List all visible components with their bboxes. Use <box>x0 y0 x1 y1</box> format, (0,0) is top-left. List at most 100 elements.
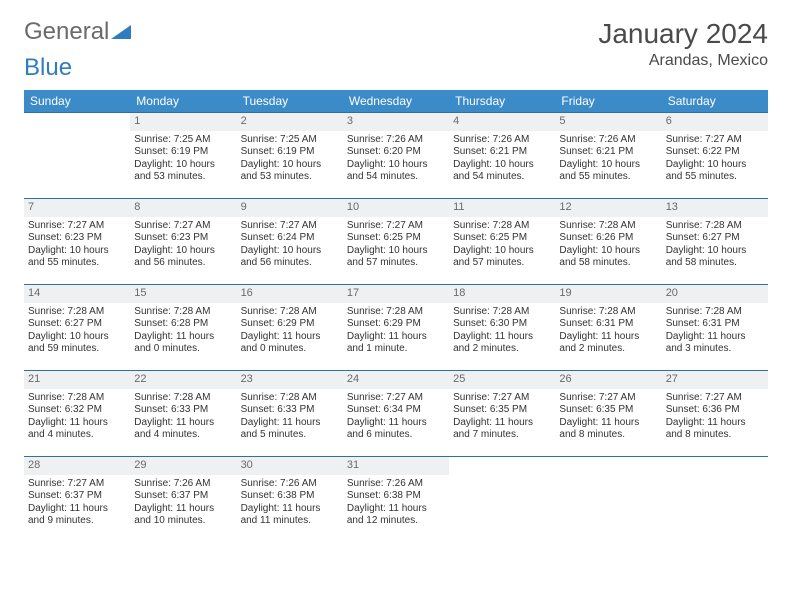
day-info-line: Daylight: 11 hours <box>559 417 657 430</box>
day-cell: 1Sunrise: 7:25 AMSunset: 6:19 PMDaylight… <box>130 113 236 199</box>
day-number: 9 <box>237 199 343 217</box>
day-info-line: and 55 minutes. <box>666 171 764 184</box>
day-header: Tuesday <box>237 90 343 113</box>
day-cell: 26Sunrise: 7:27 AMSunset: 6:35 PMDayligh… <box>555 371 661 457</box>
day-info-line: and 55 minutes. <box>28 257 126 270</box>
day-info-line: Sunrise: 7:26 AM <box>347 134 445 147</box>
day-info-line: and 0 minutes. <box>134 343 232 356</box>
day-info-line: Sunrise: 7:26 AM <box>241 478 339 491</box>
day-number: 26 <box>555 371 661 389</box>
day-info-line: Sunrise: 7:28 AM <box>134 306 232 319</box>
day-cell: 28Sunrise: 7:27 AMSunset: 6:37 PMDayligh… <box>24 457 130 543</box>
day-info-line: Sunset: 6:27 PM <box>666 232 764 245</box>
day-cell: 4Sunrise: 7:26 AMSunset: 6:21 PMDaylight… <box>449 113 555 199</box>
day-info-line: and 54 minutes. <box>453 171 551 184</box>
day-info-line: Sunrise: 7:26 AM <box>559 134 657 147</box>
day-info-line: and 55 minutes. <box>559 171 657 184</box>
day-cell: 15Sunrise: 7:28 AMSunset: 6:28 PMDayligh… <box>130 285 236 371</box>
day-number: 23 <box>237 371 343 389</box>
day-info-line: Sunset: 6:27 PM <box>28 318 126 331</box>
day-info-line: Sunrise: 7:27 AM <box>453 392 551 405</box>
day-number: 22 <box>130 371 236 389</box>
week-row: 28Sunrise: 7:27 AMSunset: 6:37 PMDayligh… <box>24 457 768 543</box>
day-info-line: and 54 minutes. <box>347 171 445 184</box>
day-info-line: and 58 minutes. <box>559 257 657 270</box>
day-number: 1 <box>130 113 236 131</box>
day-number: 31 <box>343 457 449 475</box>
day-info-line: Daylight: 10 hours <box>666 159 764 172</box>
day-info-line: Sunrise: 7:27 AM <box>666 134 764 147</box>
day-info-line: Sunrise: 7:28 AM <box>453 220 551 233</box>
day-info-line: Sunrise: 7:28 AM <box>453 306 551 319</box>
day-info-line: Daylight: 11 hours <box>241 417 339 430</box>
day-info-line: Sunrise: 7:25 AM <box>241 134 339 147</box>
location-label: Arandas, Mexico <box>598 52 768 70</box>
triangle-icon <box>111 18 131 46</box>
day-info-line: and 57 minutes. <box>453 257 551 270</box>
day-info-line: Sunset: 6:24 PM <box>241 232 339 245</box>
day-info-line: Sunset: 6:35 PM <box>453 404 551 417</box>
day-info-line: Sunset: 6:31 PM <box>666 318 764 331</box>
day-number: 12 <box>555 199 661 217</box>
day-info-line: Daylight: 11 hours <box>28 417 126 430</box>
day-info-line: and 2 minutes. <box>559 343 657 356</box>
day-number: 6 <box>662 113 768 131</box>
day-info-line: Sunrise: 7:28 AM <box>28 392 126 405</box>
day-info-line: Sunrise: 7:26 AM <box>347 478 445 491</box>
day-info-line: Daylight: 11 hours <box>134 503 232 516</box>
day-info-line: and 56 minutes. <box>134 257 232 270</box>
day-info-line: and 2 minutes. <box>453 343 551 356</box>
day-number: 13 <box>662 199 768 217</box>
day-cell: 31Sunrise: 7:26 AMSunset: 6:38 PMDayligh… <box>343 457 449 543</box>
day-number: 24 <box>343 371 449 389</box>
day-info-line: and 10 minutes. <box>134 515 232 528</box>
day-info-line: Daylight: 10 hours <box>559 245 657 258</box>
day-cell: 18Sunrise: 7:28 AMSunset: 6:30 PMDayligh… <box>449 285 555 371</box>
day-info-line: Daylight: 11 hours <box>666 417 764 430</box>
day-cell: 12Sunrise: 7:28 AMSunset: 6:26 PMDayligh… <box>555 199 661 285</box>
calendar-table: Sunday Monday Tuesday Wednesday Thursday… <box>24 90 768 543</box>
day-info-line: Sunrise: 7:28 AM <box>241 392 339 405</box>
day-info-line: Daylight: 11 hours <box>134 417 232 430</box>
day-info-line: Daylight: 11 hours <box>453 417 551 430</box>
day-info-line: Daylight: 10 hours <box>28 245 126 258</box>
day-info-line: Sunset: 6:30 PM <box>453 318 551 331</box>
day-cell: . <box>24 113 130 199</box>
day-cell: 6Sunrise: 7:27 AMSunset: 6:22 PMDaylight… <box>662 113 768 199</box>
day-cell: 7Sunrise: 7:27 AMSunset: 6:23 PMDaylight… <box>24 199 130 285</box>
day-cell: 23Sunrise: 7:28 AMSunset: 6:33 PMDayligh… <box>237 371 343 457</box>
day-info-line: Daylight: 11 hours <box>28 503 126 516</box>
day-number: 16 <box>237 285 343 303</box>
day-info-line: Daylight: 11 hours <box>453 331 551 344</box>
day-info-line: Daylight: 10 hours <box>666 245 764 258</box>
day-cell: 22Sunrise: 7:28 AMSunset: 6:33 PMDayligh… <box>130 371 236 457</box>
day-cell: . <box>662 457 768 543</box>
calendar-body: .1Sunrise: 7:25 AMSunset: 6:19 PMDayligh… <box>24 113 768 543</box>
day-number: 28 <box>24 457 130 475</box>
day-info-line: and 6 minutes. <box>347 429 445 442</box>
day-cell: . <box>449 457 555 543</box>
day-info-line: Daylight: 10 hours <box>241 245 339 258</box>
day-info-line: Daylight: 11 hours <box>241 331 339 344</box>
day-number: 8 <box>130 199 236 217</box>
day-info-line: and 59 minutes. <box>28 343 126 356</box>
day-info-line: Sunset: 6:33 PM <box>134 404 232 417</box>
day-cell: 16Sunrise: 7:28 AMSunset: 6:29 PMDayligh… <box>237 285 343 371</box>
day-info-line: Sunset: 6:29 PM <box>347 318 445 331</box>
day-cell: 8Sunrise: 7:27 AMSunset: 6:23 PMDaylight… <box>130 199 236 285</box>
week-row: 21Sunrise: 7:28 AMSunset: 6:32 PMDayligh… <box>24 371 768 457</box>
day-info-line: Sunrise: 7:28 AM <box>559 306 657 319</box>
day-info-line: and 53 minutes. <box>134 171 232 184</box>
day-number: 15 <box>130 285 236 303</box>
day-info-line: Sunset: 6:23 PM <box>28 232 126 245</box>
day-number: 21 <box>24 371 130 389</box>
day-info-line: Sunset: 6:38 PM <box>347 490 445 503</box>
day-info-line: Sunset: 6:21 PM <box>559 146 657 159</box>
day-info-line: Sunrise: 7:27 AM <box>347 220 445 233</box>
day-number: 4 <box>449 113 555 131</box>
day-number: 25 <box>449 371 555 389</box>
day-info-line: Sunset: 6:19 PM <box>134 146 232 159</box>
day-info-line: Sunrise: 7:27 AM <box>559 392 657 405</box>
day-info-line: Sunset: 6:25 PM <box>453 232 551 245</box>
day-number: 2 <box>237 113 343 131</box>
